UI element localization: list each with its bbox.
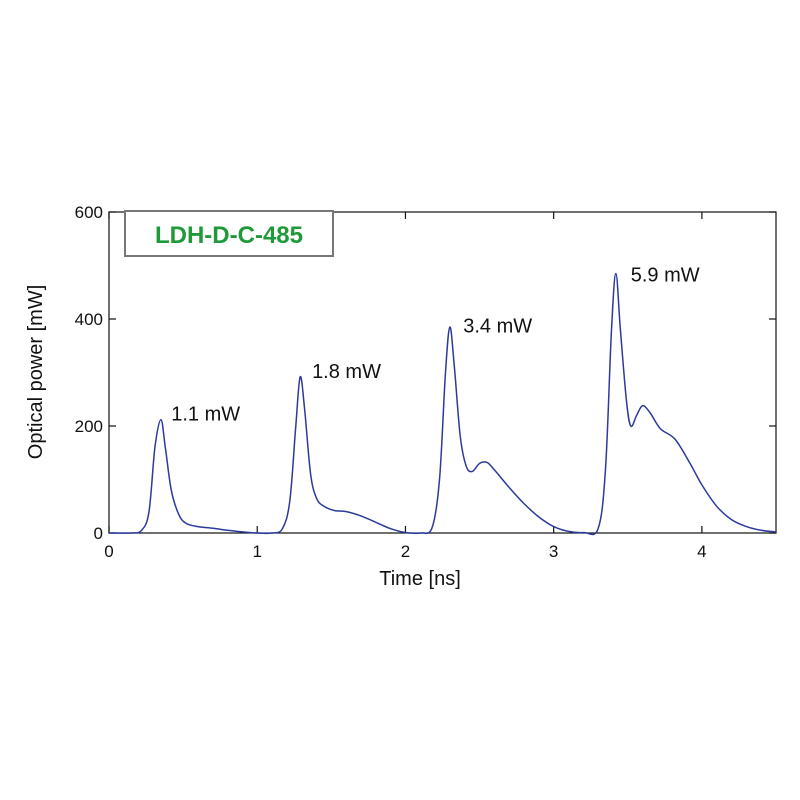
x-tick-label: 4 (697, 542, 706, 561)
x-tick-label: 3 (549, 542, 558, 561)
series-line (108, 272, 777, 536)
axis-tick-labels: 0 1 2 3 4 0 200 400 600 (75, 203, 707, 561)
peak-annotation: 3.4 mW (463, 315, 532, 337)
legend-text: LDH-D-C-485 (155, 222, 303, 249)
peak-annotations: 1.1 mW 1.8 mW 3.4 mW 5.9 mW (171, 265, 700, 426)
peak-annotation: 1.1 mW (171, 404, 240, 426)
x-axis-label: Time [ns] (379, 568, 461, 590)
axis-ticks (108, 211, 776, 534)
peak-annotation: 5.9 mW (631, 265, 700, 287)
y-tick-label: 200 (75, 417, 103, 436)
x-tick-label: 0 (104, 542, 113, 561)
y-tick-label: 600 (75, 203, 103, 222)
y-tick-label: 400 (75, 310, 103, 329)
x-tick-label: 2 (401, 542, 410, 561)
x-tick-label: 1 (252, 542, 261, 561)
legend-box: LDH-D-C-485 (124, 210, 334, 257)
y-axis-label: Optical power [mW] (25, 285, 47, 459)
peak-annotation: 1.8 mW (312, 361, 381, 383)
plot-frame (108, 211, 777, 534)
y-tick-label: 0 (94, 524, 103, 543)
